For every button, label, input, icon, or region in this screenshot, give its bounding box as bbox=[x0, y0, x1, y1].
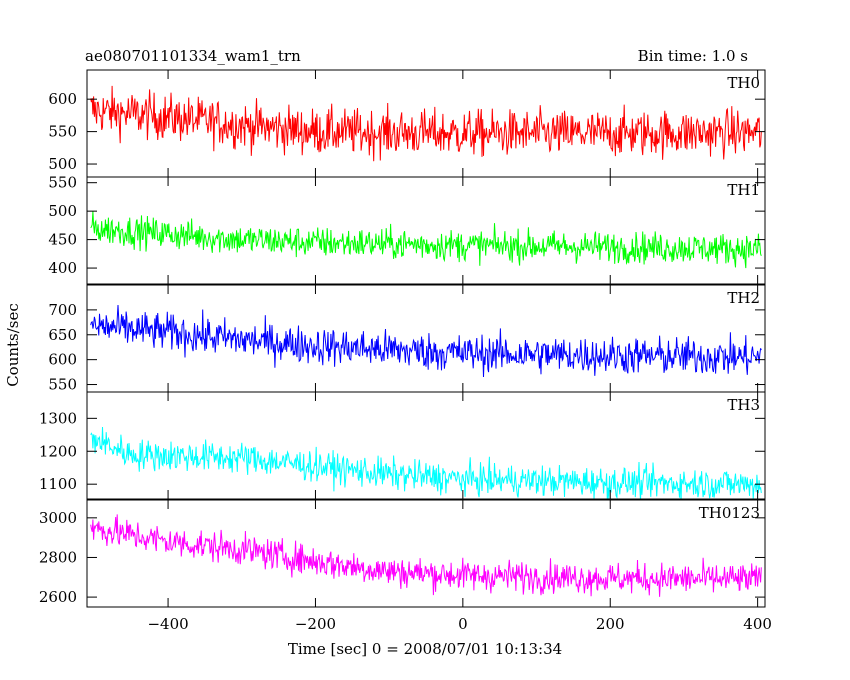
panel-frame bbox=[86, 176, 766, 285]
y-tick-label: 400 bbox=[48, 259, 77, 277]
x-tick-label: 200 bbox=[596, 615, 625, 633]
series-line-th0123 bbox=[90, 514, 762, 597]
x-axis-label: Time [sec] 0 = 2008/07/01 10:13:34 bbox=[288, 640, 562, 658]
series-line-th3 bbox=[90, 426, 762, 499]
bin-time-label: Bin time: 1.0 s bbox=[638, 47, 748, 65]
y-axis-label: Counts/sec bbox=[4, 303, 22, 387]
y-tick-label: 600 bbox=[48, 90, 77, 108]
panel-th0123: 2600 2800 3000 TH0123 bbox=[39, 499, 766, 608]
panel-label-th1: TH1 bbox=[727, 181, 760, 199]
y-tick-label: 550 bbox=[48, 174, 77, 192]
y-tick-label: 600 bbox=[48, 351, 77, 369]
panel-frame bbox=[86, 499, 766, 608]
y-tick-label: 1100 bbox=[39, 475, 77, 493]
x-tick-label: 0 bbox=[458, 615, 468, 633]
y-tick-label: 700 bbox=[48, 301, 77, 319]
panel-th1: 400 450 500 550 TH1 bbox=[48, 174, 766, 285]
y-tick-label: 1200 bbox=[39, 442, 77, 460]
x-tick-label: −400 bbox=[147, 615, 188, 633]
y-tick-label: 1300 bbox=[39, 409, 77, 427]
panel-label-th0123: TH0123 bbox=[699, 504, 760, 522]
panel-th2: 550 600 650 700 TH2 bbox=[48, 284, 766, 394]
y-tick-label: 500 bbox=[48, 202, 77, 220]
y-tick-label: 2600 bbox=[39, 588, 77, 606]
y-tick-label: 500 bbox=[48, 155, 77, 173]
x-tick-label: −200 bbox=[295, 615, 336, 633]
x-tick-label: 400 bbox=[743, 615, 772, 633]
y-tick-label: 2800 bbox=[39, 548, 77, 566]
panel-frame bbox=[86, 391, 766, 500]
series-line-th2 bbox=[90, 304, 762, 378]
panel-label-th0: TH0 bbox=[727, 74, 760, 92]
y-tick-label: 550 bbox=[48, 123, 77, 141]
y-tick-label: 450 bbox=[48, 231, 77, 249]
panel-label-th2: TH2 bbox=[727, 289, 760, 307]
y-tick-label: 550 bbox=[48, 376, 77, 394]
y-tick-label: 650 bbox=[48, 326, 77, 344]
panel-th3: 1100 1200 1300 TH3 bbox=[39, 391, 766, 500]
series-line-th0 bbox=[90, 85, 762, 162]
chart-title: ae080701101334_wam1_trn bbox=[85, 47, 301, 65]
series-line-th1 bbox=[90, 211, 762, 269]
x-axis-ticks: −400 −200 0 200 400 bbox=[147, 615, 771, 633]
panel-frame bbox=[86, 69, 766, 178]
y-tick-label: 3000 bbox=[39, 509, 77, 527]
panel-th0: 500 550 600 TH0 bbox=[48, 69, 766, 178]
panel-label-th3: TH3 bbox=[727, 396, 760, 414]
